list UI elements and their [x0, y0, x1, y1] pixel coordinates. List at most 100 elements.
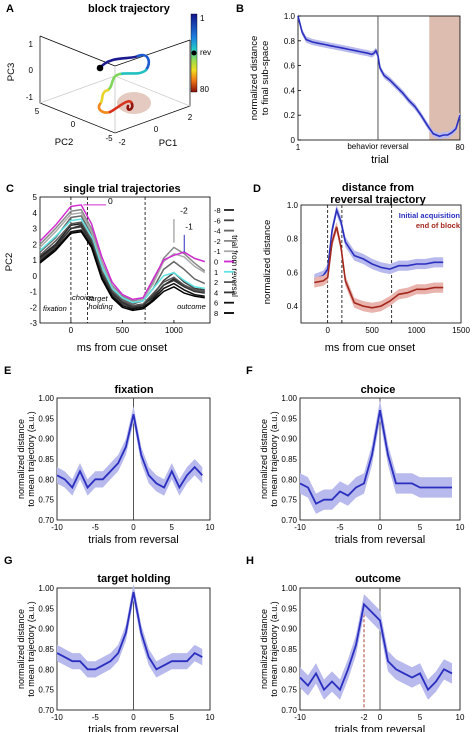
series-line: [299, 602, 453, 692]
legend-label: 6: [214, 299, 218, 308]
series-line: [39, 229, 205, 310]
panel-h-title: outcome: [355, 573, 401, 585]
y-tick-label: 0.4: [287, 302, 299, 311]
y-tick-label: 5: [33, 193, 38, 202]
x-tick-label: 10: [206, 713, 215, 722]
pc3-tick: -1: [26, 93, 34, 102]
series-line: [314, 207, 444, 280]
block-trajectory: [97, 53, 151, 114]
y-tick-label: 0.70: [38, 516, 54, 525]
series-line: [39, 224, 205, 309]
panel-c-plot: 5 4 3 2 1 0 -1 -2 -3 0 500 1000 fixation choicetarget…: [30, 193, 211, 335]
series-band: [298, 12, 460, 140]
pc2-label: PC2: [55, 137, 73, 148]
panel-h: H outcome -2 1.00 0.95 0.90 0.85 0.80 0.75 0.70…: [246, 555, 465, 732]
x-tick-label: 0: [378, 713, 383, 722]
y-tick-label: 0.80: [281, 665, 297, 674]
legend-label: 0: [214, 258, 218, 267]
panel-e-letter: E: [4, 365, 11, 377]
x-tick-label: 80: [456, 143, 465, 152]
epoch-label: choice: [72, 293, 94, 302]
x-tick-label: -5: [92, 523, 100, 532]
y-axis-label: normalized distance: [16, 609, 26, 689]
colorbar-reversal-dot: [191, 50, 197, 56]
y-tick-label: 0.90: [38, 625, 54, 634]
pc1-tick: 0: [154, 125, 159, 134]
pc3-tick: 1: [29, 40, 34, 49]
y-tick-label: 1.00: [281, 584, 297, 593]
panel-c-xlabel: ms from cue onset: [77, 342, 167, 354]
y-tick-label: 0.85: [281, 455, 297, 464]
y-tick-label: 0.2: [284, 111, 296, 120]
series-line: [56, 414, 203, 490]
y-tick-label: 0.85: [38, 455, 54, 464]
x-tick-label: 0: [325, 326, 330, 335]
legend-label: 4: [214, 288, 218, 297]
panel-g-title: target holding: [97, 573, 170, 585]
y-tick-label: 0.70: [281, 706, 297, 715]
y-tick-label: 1: [33, 256, 38, 265]
y-tick-label: 1.0: [284, 12, 296, 21]
y-axis-label: to mean trajectory (a.u.): [26, 601, 36, 697]
y-tick-label: 3: [33, 225, 38, 234]
legend-label: 1: [214, 268, 218, 277]
legend-label: -6: [214, 216, 221, 225]
y-tick-label: 1.0: [287, 201, 299, 210]
epoch-label: holding: [88, 302, 113, 311]
x-tick-label: 0: [378, 523, 383, 532]
x-axis-label: trials from reversal: [335, 724, 425, 732]
x-tick-label: 10: [456, 523, 465, 532]
y-tick-label: 0.70: [38, 706, 54, 715]
x-axis-label: trials from reversal: [88, 534, 178, 546]
x-tick-label: 500: [365, 326, 379, 335]
x-tick-label: 0: [131, 713, 136, 722]
panel-a: A block trajectory 1 0 -1 PC3 5 0 -5 PC2…: [6, 3, 211, 149]
y-axis-label: to mean trajectory (a.u.): [26, 411, 36, 507]
y-axis-label: normalized distance: [16, 419, 26, 499]
panel-b-annotation: behavior reversal: [347, 142, 409, 151]
series-line: [39, 230, 205, 312]
y-tick-label: 0.80: [281, 475, 297, 484]
panel-g: G target holding 1.00 0.95 0.90 0.85 0.80 0.7…: [4, 555, 215, 732]
series-line: [39, 218, 205, 304]
annotation: 0: [108, 196, 113, 206]
series-band: [57, 583, 203, 678]
pc3-tick: 0: [29, 66, 34, 75]
panel-g-plot: 1.00 0.95 0.90 0.85 0.80 0.75 0.70-10 -5 0 5 10 nor…: [16, 583, 215, 732]
x-tick-label: 5: [170, 713, 175, 722]
y-tick-label: 4: [33, 209, 38, 218]
start-point: [96, 64, 104, 72]
panel-c-ylabel: PC2: [4, 253, 15, 271]
panel-f-plot: 1.00 0.95 0.90 0.85 0.80 0.75 0.70-10 -5 0 5 10 nor…: [259, 394, 465, 546]
pc1-tick: 2: [188, 113, 193, 122]
y-tick-label: 0.95: [38, 414, 54, 423]
y-tick-label: 0.75: [281, 496, 297, 505]
y-tick-label: 0.90: [38, 435, 54, 444]
colorbar-top-label: 1: [200, 14, 205, 23]
series-band: [57, 406, 203, 496]
end-block-shading: [429, 16, 460, 140]
panel-d-xlabel: ms from cue onset: [325, 342, 415, 354]
panel-c-title: single trial trajectories: [63, 183, 180, 195]
epoch-label: outcome: [177, 302, 206, 311]
y-tick-label: 0.75: [281, 686, 297, 695]
x-tick-label: 5: [418, 523, 423, 532]
pc2-tick: 5: [35, 107, 40, 116]
x-tick-label: 500: [116, 326, 130, 335]
y-tick-label: 0.4: [284, 86, 296, 95]
x-axis-label: trials from reversal: [335, 534, 425, 546]
pc3-label: PC3: [6, 63, 17, 81]
panel-b-xlabel: trial: [371, 154, 389, 166]
y-tick-label: 0.95: [281, 414, 297, 423]
axes-frame: [297, 15, 461, 141]
y-tick-label: 0.75: [38, 686, 54, 695]
x-tick-label: -10: [294, 713, 306, 722]
panel-c-letter: C: [6, 183, 14, 195]
x-tick-label: 10: [456, 713, 465, 722]
panel-d-title-2: reversal trajectory: [330, 194, 426, 206]
y-tick-label: 0: [33, 272, 38, 281]
y-tick-label: 0.90: [281, 435, 297, 444]
y-tick-label: 0.70: [281, 516, 297, 525]
pc1-tick: -2: [118, 138, 126, 147]
